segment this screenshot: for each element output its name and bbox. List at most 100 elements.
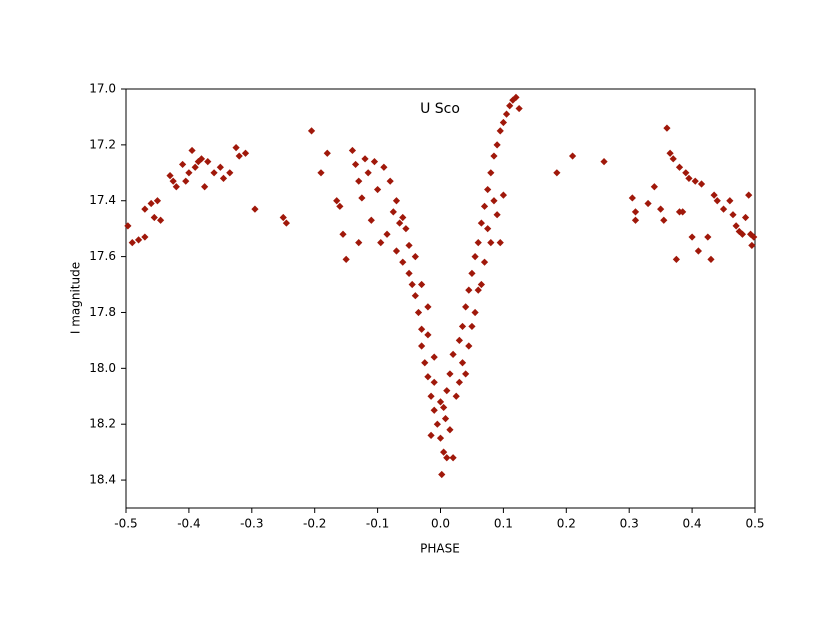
x-tick-label: 0.3 xyxy=(620,517,639,531)
y-axis-label: I magnitude xyxy=(69,262,83,334)
data-point xyxy=(433,420,441,428)
data-point xyxy=(694,247,702,255)
data-point xyxy=(147,199,155,208)
data-point xyxy=(487,239,495,247)
y-tick-label: 18.2 xyxy=(89,417,116,431)
data-point xyxy=(729,211,737,219)
data-point xyxy=(443,387,451,395)
data-point xyxy=(474,239,482,247)
x-tick-label: 0.0 xyxy=(431,517,450,531)
data-point xyxy=(279,213,287,222)
data-point xyxy=(191,163,199,171)
data-point xyxy=(657,205,665,213)
x-tick-label: -0.4 xyxy=(177,517,200,531)
x-tick-label: -0.5 xyxy=(114,517,137,531)
data-point xyxy=(150,213,158,222)
data-point xyxy=(719,205,728,213)
data-point xyxy=(446,370,454,378)
data-point xyxy=(741,213,750,222)
data-point xyxy=(172,183,180,191)
data-point xyxy=(124,222,132,230)
data-point xyxy=(204,158,212,166)
data-point xyxy=(480,258,489,266)
data-point xyxy=(389,208,397,216)
data-point xyxy=(185,169,193,177)
data-point xyxy=(713,197,721,205)
data-point xyxy=(458,322,467,331)
chart-title: U Sco xyxy=(420,101,460,117)
data-point xyxy=(449,350,457,358)
data-point xyxy=(282,219,290,227)
data-point xyxy=(458,359,467,367)
data-point xyxy=(405,269,413,277)
data-point xyxy=(440,448,448,456)
data-point xyxy=(669,155,677,163)
data-point xyxy=(732,222,740,230)
data-point xyxy=(446,426,454,434)
data-point xyxy=(364,169,372,177)
data-point xyxy=(493,211,501,219)
data-point xyxy=(672,255,680,263)
data-point xyxy=(355,177,363,185)
data-point xyxy=(380,163,388,171)
data-point xyxy=(374,185,382,194)
data-point xyxy=(675,163,684,171)
data-point xyxy=(383,230,391,238)
data-point xyxy=(188,146,196,155)
data-point xyxy=(317,169,325,177)
data-point xyxy=(370,158,379,166)
data-point xyxy=(462,370,470,378)
y-tick-label: 18.4 xyxy=(89,473,116,487)
data-point xyxy=(704,233,712,241)
y-tick-label: 17.2 xyxy=(89,137,116,151)
data-point xyxy=(342,255,350,263)
data-point xyxy=(424,373,432,381)
data-point xyxy=(441,415,450,423)
data-point xyxy=(480,202,489,210)
x-axis-label: PHASE xyxy=(420,542,460,556)
data-point xyxy=(738,230,747,238)
data-point xyxy=(430,406,438,414)
data-point xyxy=(600,158,608,166)
data-point xyxy=(506,102,514,110)
data-point xyxy=(141,205,149,213)
data-point xyxy=(336,202,344,210)
data-point xyxy=(484,225,492,233)
data-point xyxy=(710,191,718,199)
data-point xyxy=(745,191,753,199)
y-tick-label: 17.8 xyxy=(89,305,116,319)
y-tick-label: 18.0 xyxy=(89,361,116,375)
data-point xyxy=(496,127,504,135)
data-point xyxy=(487,169,495,177)
data-point xyxy=(691,177,699,185)
plot-frame xyxy=(125,88,756,509)
data-point xyxy=(474,286,482,294)
data-point xyxy=(226,169,234,177)
data-point xyxy=(553,169,561,177)
y-tick-label: 17.0 xyxy=(89,82,116,96)
data-point xyxy=(496,239,504,247)
data-point xyxy=(685,174,693,182)
data-point xyxy=(141,233,149,241)
data-point xyxy=(650,183,658,191)
data-point xyxy=(427,431,435,439)
data-point xyxy=(418,280,426,289)
data-point xyxy=(688,233,696,241)
data-point xyxy=(707,255,715,263)
data-point xyxy=(367,216,375,224)
data-point xyxy=(210,169,218,177)
data-point xyxy=(462,303,470,311)
data-point xyxy=(355,239,363,247)
y-tick-label: 17.6 xyxy=(89,249,116,263)
data-point xyxy=(430,353,438,361)
data-point xyxy=(408,280,416,289)
data-point xyxy=(216,163,224,171)
data-point xyxy=(197,155,206,163)
data-point xyxy=(153,197,162,205)
data-point xyxy=(402,225,410,233)
data-point xyxy=(750,233,758,241)
data-point xyxy=(339,230,347,238)
data-point xyxy=(392,247,401,255)
data-point xyxy=(628,194,636,202)
data-point xyxy=(697,180,706,188)
